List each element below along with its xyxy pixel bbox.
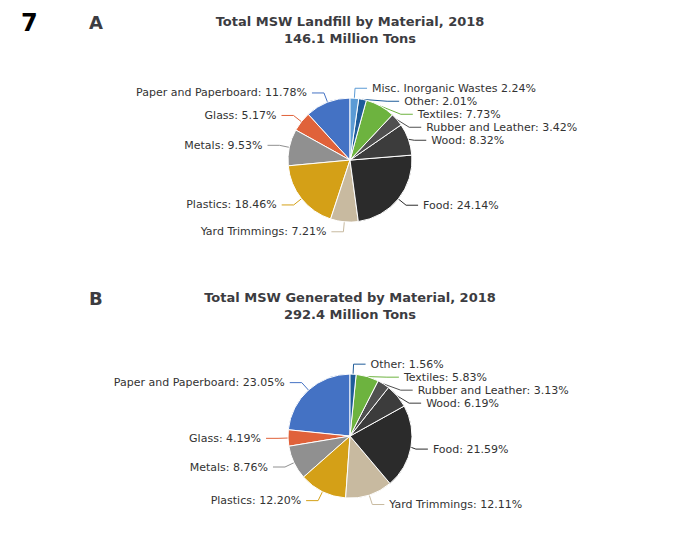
- svg-text:Metals: 8.76%: Metals: 8.76%: [190, 461, 268, 474]
- svg-text:Rubber and Leather: 3.42%: Rubber and Leather: 3.42%: [426, 121, 577, 134]
- svg-text:Plastics: 12.20%: Plastics: 12.20%: [211, 494, 301, 507]
- svg-text:Total MSW Landfill by Material: Total MSW Landfill by Material, 2018: [216, 14, 485, 29]
- svg-text:Wood: 8.32%: Wood: 8.32%: [431, 134, 504, 147]
- svg-text:Metals: 9.53%: Metals: 9.53%: [184, 139, 262, 152]
- svg-text:Other: 2.01%: Other: 2.01%: [404, 95, 477, 108]
- svg-text:Total MSW Generated by Materia: Total MSW Generated by Material, 2018: [204, 290, 496, 305]
- svg-text:Textiles: 5.83%: Textiles: 5.83%: [403, 371, 487, 384]
- svg-text:Rubber and Leather: 3.13%: Rubber and Leather: 3.13%: [418, 384, 569, 397]
- svg-text:Plastics: 18.46%: Plastics: 18.46%: [186, 198, 276, 211]
- svg-text:Yard Trimmings: 7.21%: Yard Trimmings: 7.21%: [200, 225, 327, 238]
- svg-text:Wood: 6.19%: Wood: 6.19%: [426, 397, 499, 410]
- svg-text:Paper and Paperboard: 11.78%: Paper and Paperboard: 11.78%: [136, 86, 307, 99]
- svg-text:Other: 1.56%: Other: 1.56%: [371, 358, 444, 371]
- svg-text:A: A: [89, 12, 103, 33]
- svg-text:Glass: 4.19%: Glass: 4.19%: [189, 432, 261, 445]
- svg-text:Yard Trimmings: 12.11%: Yard Trimmings: 12.11%: [388, 498, 522, 511]
- svg-text:Textiles: 7.73%: Textiles: 7.73%: [417, 108, 501, 121]
- svg-text:7: 7: [21, 9, 38, 37]
- svg-text:Paper and Paperboard: 23.05%: Paper and Paperboard: 23.05%: [114, 376, 285, 389]
- svg-text:146.1 Million Tons: 146.1 Million Tons: [284, 31, 416, 46]
- svg-text:Food: 21.59%: Food: 21.59%: [433, 443, 509, 456]
- svg-text:B: B: [89, 288, 103, 309]
- svg-text:Misc. Inorganic Wastes 2.24%: Misc. Inorganic Wastes 2.24%: [372, 82, 536, 95]
- svg-text:Glass: 5.17%: Glass: 5.17%: [205, 109, 277, 122]
- svg-text:Food: 24.14%: Food: 24.14%: [423, 199, 499, 212]
- svg-text:292.4 Million Tons: 292.4 Million Tons: [284, 307, 416, 322]
